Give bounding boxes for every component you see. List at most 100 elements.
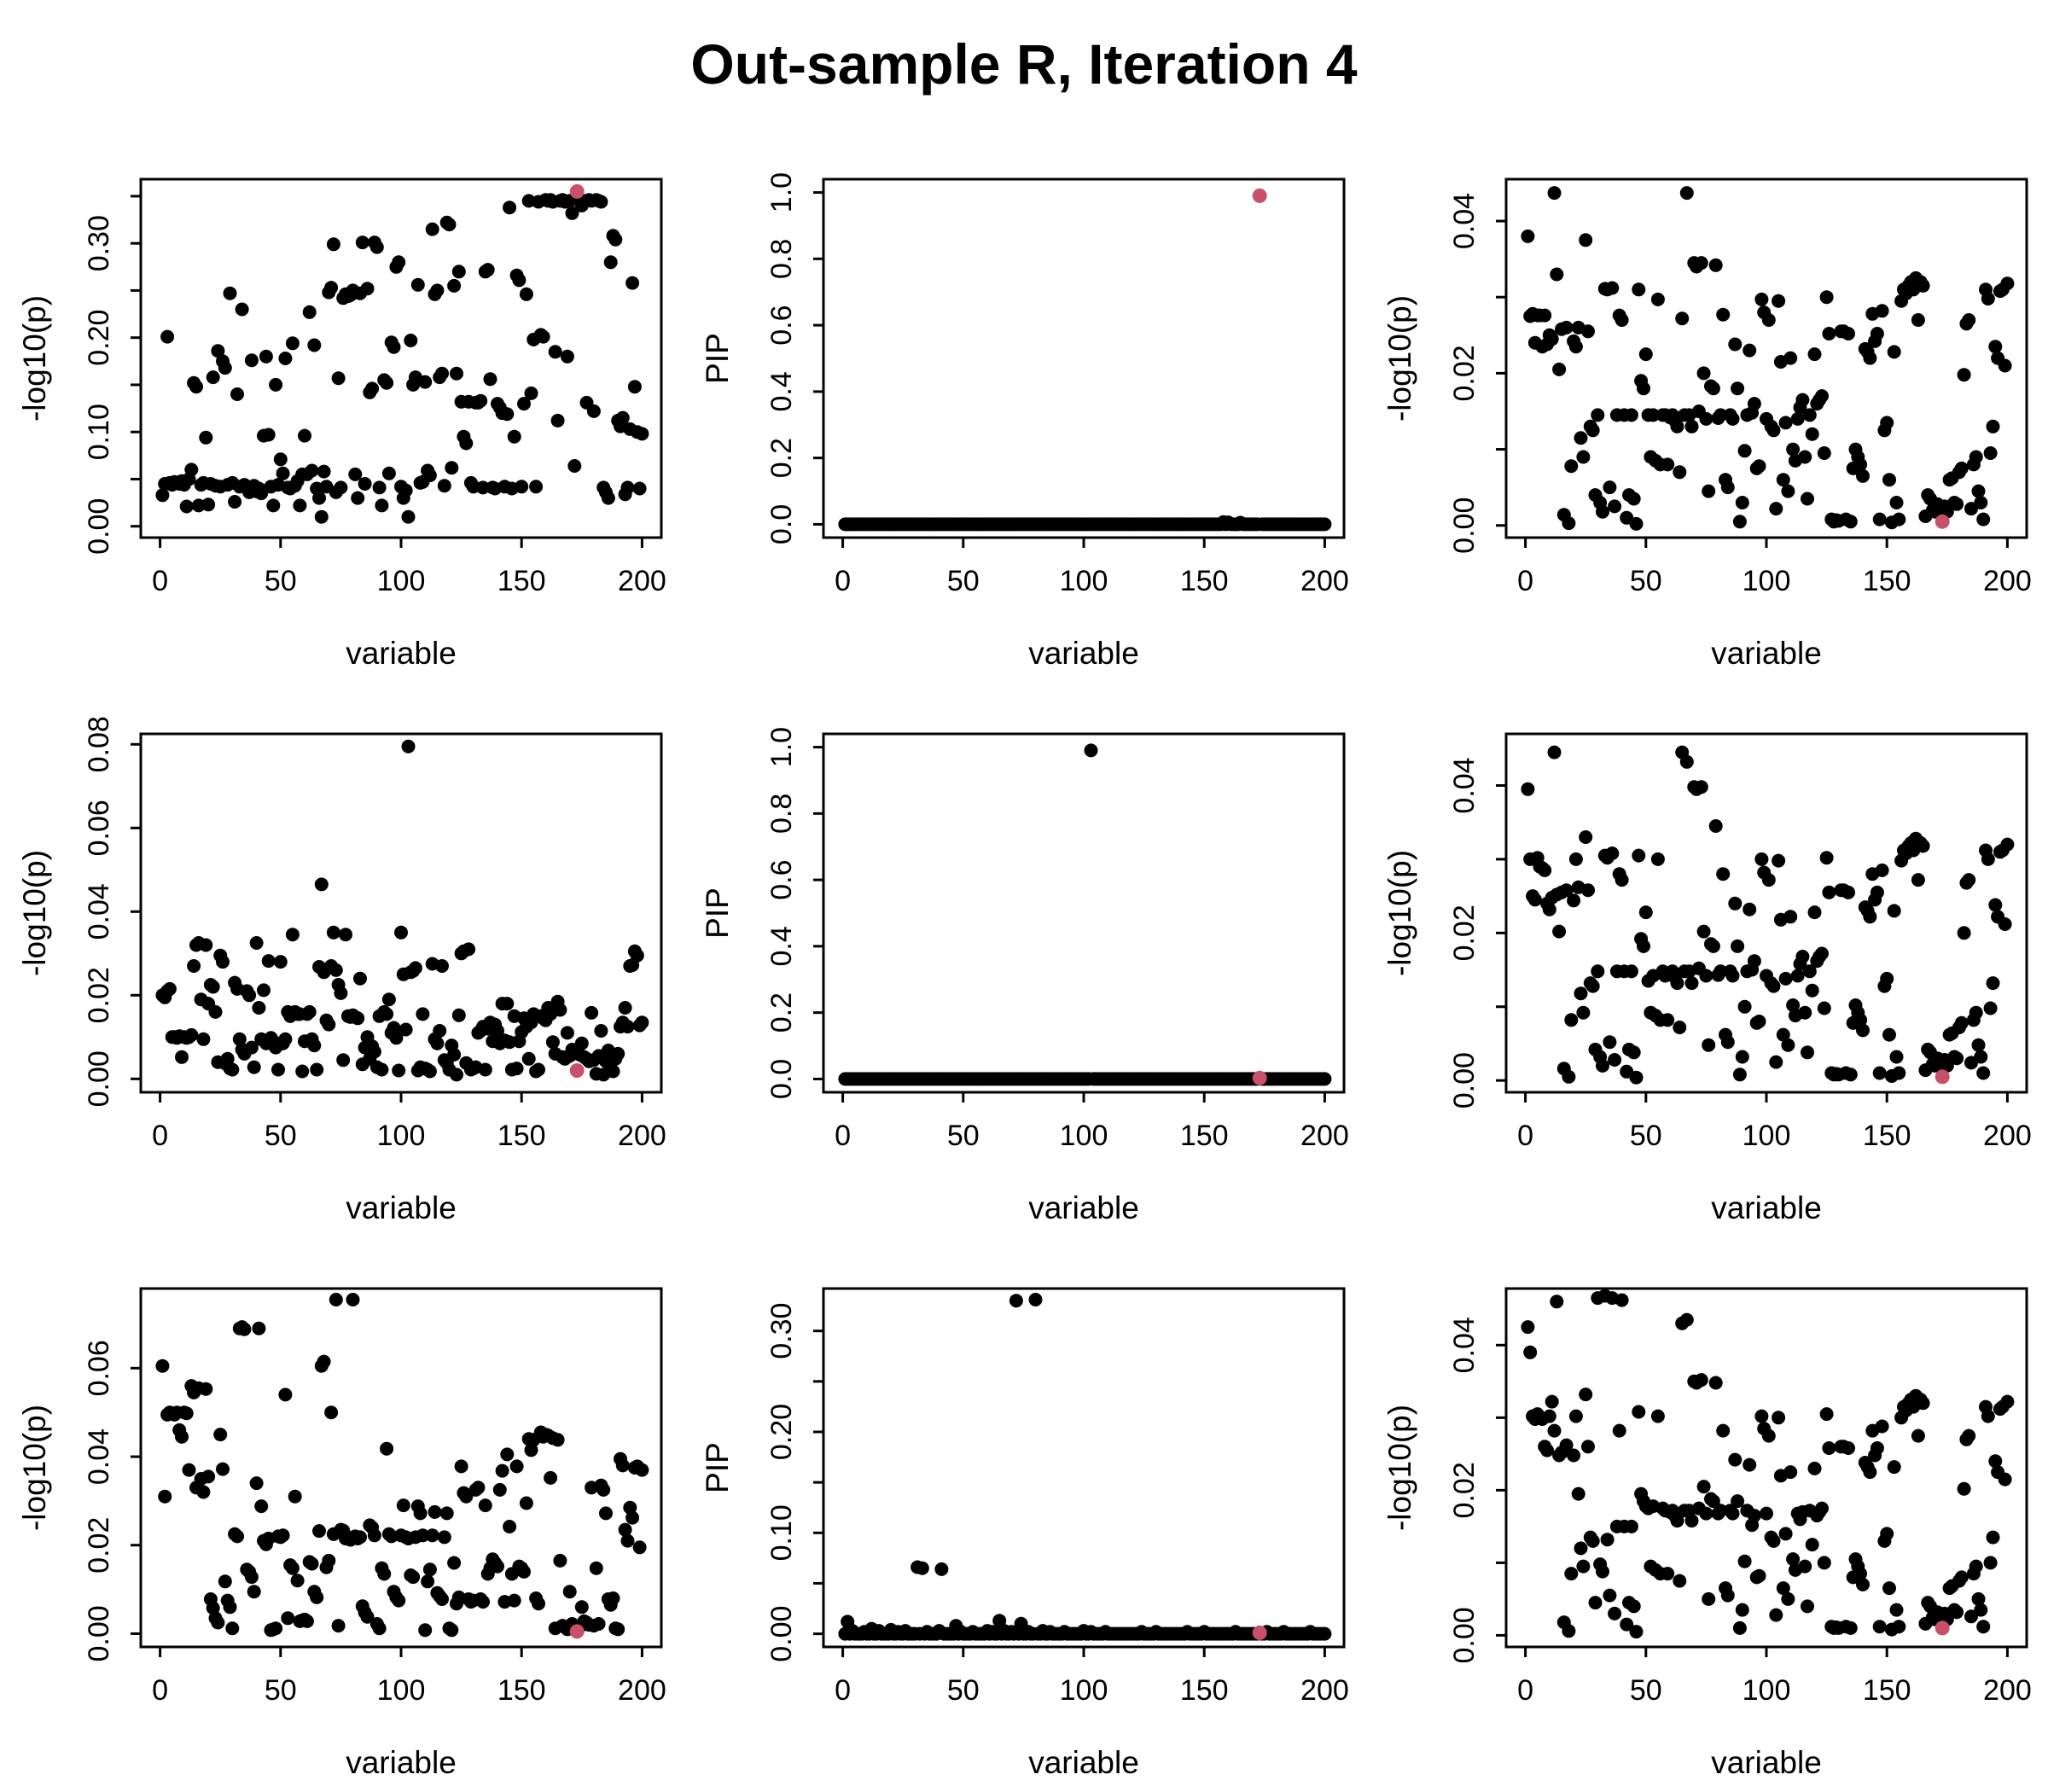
data-point [591,1617,606,1631]
data-point [1581,1440,1595,1454]
data-point [1971,484,1986,498]
data-point [532,1597,545,1611]
data-point [1783,910,1798,924]
data-point [213,1428,228,1442]
data-point [1772,1411,1786,1425]
y-tick-label: 0.00 [83,1605,115,1661]
y-tick-label: 0.00 [1448,1607,1481,1663]
data-point [1629,1070,1644,1085]
scatter-panel-r3c1: 0 50 100 150 200 0.00 0.02 0.04 0.06 variable -log… [0,1237,683,1792]
y-tick-label: 0.04 [83,883,115,940]
data-point [1801,492,1814,506]
data-point [381,992,396,1007]
data-point [288,1489,302,1504]
data-point [1807,905,1822,920]
scatter-plot-r1c1: 0 50 100 150 200 0.00 0.10 0.20 0.30 variable -log… [17,177,666,671]
data-point [1737,1554,1752,1568]
data-point [1998,917,2012,931]
data-point [515,480,529,494]
data-point [1699,411,1713,426]
data-point [1547,186,1562,201]
data-point [1892,1620,1906,1634]
data-point [435,959,449,973]
data-point [326,925,340,940]
data-point [1603,1035,1617,1050]
data-point [413,1506,428,1521]
data-point [606,1591,620,1605]
y-tick-label: 0.8 [765,239,798,279]
data-point [1781,1038,1795,1052]
data-point [1957,926,1971,940]
scatter-panel-r1c2: 0 50 100 150 200 0.0 0.2 0.4 0.6 0.8 1.0 variable PI… [683,128,1365,683]
data-point [1626,492,1641,506]
data-point [281,1611,295,1626]
y-tick-label: 0.00 [83,498,115,555]
data-point [421,1574,435,1589]
data-point [491,1559,504,1574]
data-point [574,1036,589,1050]
data-point [495,1463,509,1478]
data-point [278,1032,293,1046]
data-point [1559,1438,1574,1452]
y-tick-label: 0.6 [765,859,798,899]
data-point [1540,1443,1554,1457]
data-point [1629,1625,1644,1639]
data-point [1988,898,2003,912]
data-point [1568,1409,1583,1423]
y-tick-label: 0.02 [83,967,115,1023]
y-tick-label: 0.04 [1448,193,1481,249]
y-tick-label: 0.00 [1448,497,1481,554]
data-point [230,387,244,401]
data-point [1950,497,1964,511]
data-point [1880,971,1894,986]
data-point [1962,873,1976,887]
data-point [1670,419,1684,433]
data-point [1638,905,1653,920]
scatter-panel-r3c3: 0 50 100 150 200 0.00 0.02 0.04 variable -log10(p… [1365,1237,2048,1792]
data-point [1713,1504,1728,1518]
data-point [594,1024,608,1038]
data-point [492,1482,507,1497]
data-point [1801,1045,1814,1060]
data-point [1954,1015,1969,1030]
data-point [1735,1603,1749,1617]
x-tick-label: 50 [947,565,980,597]
data-point [1998,358,2012,373]
data-point [1562,516,1576,531]
data-point [1781,484,1795,498]
y-tick-label: 1.0 [765,727,798,767]
data-point [1650,292,1665,306]
data-point [1585,423,1600,438]
data-point [507,429,521,444]
data-point [1766,423,1781,438]
data-point [375,498,389,513]
data-point [471,1481,486,1495]
data-point [1521,782,1535,796]
data-point [1815,389,1829,404]
data-point [372,480,387,495]
data-point [1983,446,1998,460]
data-point [242,988,257,1003]
data-point [632,481,647,496]
data-point [1706,1494,1720,1509]
data-point [1670,1514,1684,1528]
data-point [1632,1405,1646,1419]
data-point [1608,1606,1622,1620]
data-point [273,452,288,467]
y-tick-label: 0.02 [1448,905,1481,961]
data-point [585,1005,599,1020]
highlight-point [1935,514,1950,529]
data-point [615,410,630,425]
data-point [1624,1519,1638,1533]
data-point [261,428,276,442]
data-point [307,338,322,352]
data-point [1981,292,1995,305]
data-point [601,491,615,505]
highlight-point [1935,1069,1950,1085]
data-point [1559,883,1574,898]
data-point [216,955,230,969]
x-axis-title: variable [346,1190,457,1225]
data-point [560,349,574,364]
data-point [1766,1533,1781,1548]
data-point [1747,1509,1761,1523]
